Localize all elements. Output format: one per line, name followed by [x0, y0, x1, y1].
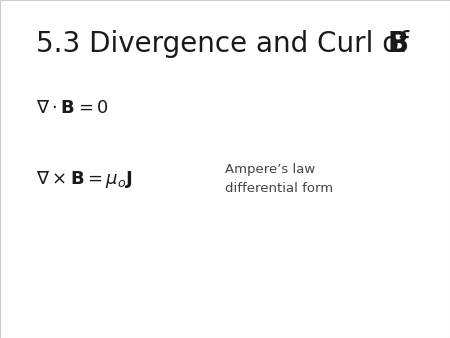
Text: Ampere’s law
differential form: Ampere’s law differential form: [225, 163, 333, 195]
Text: $\nabla \cdot \mathbf{B} = 0$: $\nabla \cdot \mathbf{B} = 0$: [36, 99, 109, 117]
Text: B: B: [388, 30, 409, 58]
Text: $\nabla \times \mathbf{B} = \mu_o \mathbf{J}$: $\nabla \times \mathbf{B} = \mu_o \mathb…: [36, 169, 133, 190]
Text: 5.3 Divergence and Curl of: 5.3 Divergence and Curl of: [36, 30, 418, 58]
